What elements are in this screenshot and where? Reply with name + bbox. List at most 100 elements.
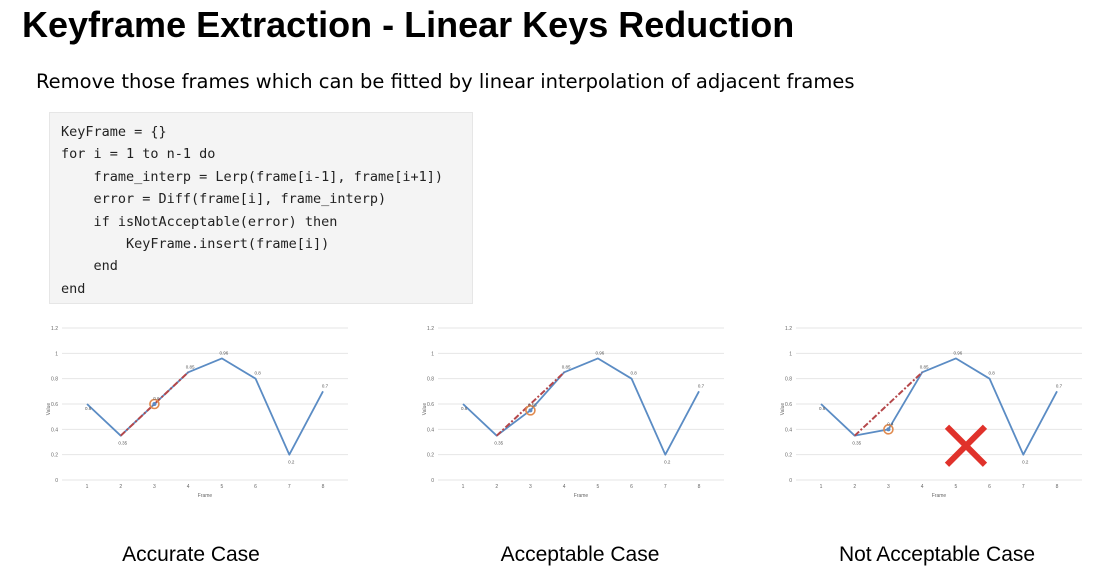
x-tick-label: 1 [86,484,89,490]
data-label: 0.2 [664,460,671,465]
data-label: 0.2 [288,460,295,465]
x-tick-label: 8 [322,484,325,490]
y-axis-label: Value [780,403,786,416]
y-tick-label: 1 [55,351,58,357]
data-label: 0.35 [494,441,503,446]
x-tick-label: 5 [220,484,223,490]
x-tick-label: 5 [596,484,599,490]
data-label: 0.55 [528,402,537,407]
x-tick-label: 2 [853,484,856,490]
code-line: if isNotAcceptable(error) then [61,213,338,230]
x-axis-label: Frame [574,493,589,499]
data-label: 0.6 [461,406,468,411]
data-label: 0.96 [219,350,228,355]
x-tick-label: 6 [630,484,633,490]
x-tick-label: 3 [529,484,532,490]
series-line [86,357,324,456]
data-label: 0.6 [819,406,826,411]
y-tick-label: 0.8 [51,377,58,383]
y-tick-label: 1.2 [785,326,792,332]
data-label: 0.35 [852,441,861,446]
x-tick-label: 1 [820,484,823,490]
x-tick-label: 3 [153,484,156,490]
x-tick-label: 7 [288,484,291,490]
y-tick-label: 0.6 [427,402,434,408]
x-tick-label: 4 [563,484,566,490]
highlight-point [528,408,533,413]
x-tick-label: 7 [664,484,667,490]
x-tick-label: 5 [954,484,957,490]
x-axis-label: Frame [932,493,947,499]
x-tick-label: 1 [462,484,465,490]
interpolation-line [120,371,189,437]
x-tick-label: 6 [988,484,991,490]
y-tick-label: 0 [789,478,792,484]
interpolation-line [854,371,923,437]
caption-acceptable-case: Acceptable Case [500,543,660,566]
x-tick-label: 2 [119,484,122,490]
x-tick-label: 2 [495,484,498,490]
pseudocode-block: KeyFrame = {} for i = 1 to n-1 do frame_… [49,112,473,304]
code-line: for i = 1 to n-1 do [61,146,216,163]
y-tick-label: 1 [789,351,792,357]
caption-not-acceptable-case: Not Acceptable Case [838,543,1036,566]
data-label: 0.85 [186,364,195,369]
y-tick-label: 0.2 [427,453,434,459]
rejected-cross-icon [944,424,988,467]
x-tick-label: 7 [1022,484,1025,490]
code-line: end [61,258,118,275]
x-tick-label: 3 [887,484,890,490]
x-tick-label: 8 [698,484,701,490]
slide-title: Keyframe Extraction - Linear Keys Reduct… [22,4,795,45]
highlight-point [886,427,891,432]
y-tick-label: 0.6 [785,402,792,408]
chart-not-acceptable-case: 0 0.2 0.4 0.6 0.8 1 1.2 1 2 3 4 5 6 7 8 Frame Value 0.6 0.… [772,320,1109,505]
data-label: 0.4 [887,421,894,426]
data-label: 0.2 [1022,460,1029,465]
data-label: 0.7 [698,383,705,388]
y-axis-label: Value [422,403,428,416]
code-line: KeyFrame = {} [61,124,167,140]
x-tick-label: 6 [254,484,257,490]
y-tick-label: 1.2 [427,326,434,332]
data-label: 0.85 [562,364,571,369]
y-tick-label: 0.4 [785,427,792,433]
caption-accurate-case: Accurate Case [122,543,260,566]
x-axis-label: Frame [198,493,213,499]
code-line: end [61,280,86,297]
highlight-circle [149,398,160,410]
highlight-point [152,402,157,406]
highlight-circle [525,405,536,416]
y-tick-label: 0 [55,478,58,484]
highlight-circle [883,424,894,435]
code-line: error = Diff(frame[i], frame_interp) [61,191,387,208]
chart-accurate-case: 0 0.2 0.4 0.6 0.8 1 1.2 1 2 3 4 5 6 7 8 Frame Value 0.6 0.… [38,320,378,505]
slide-subtitle: Remove those frames which can be fitted … [36,70,855,93]
data-label: 0.8 [630,371,637,376]
data-label: 0.6 [85,406,92,411]
chart-acceptable-case: 0 0.2 0.4 0.6 0.8 1 1.2 1 2 3 4 5 6 7 8 Frame Value 0.6 0.… [414,320,754,505]
data-label: 0.7 [1056,383,1063,388]
y-tick-label: 0.8 [427,377,434,383]
data-label: 0.96 [595,350,604,355]
y-tick-label: 1.2 [51,326,58,332]
code-line: KeyFrame.insert(frame[i]) [61,236,330,253]
y-tick-label: 0.8 [785,377,792,383]
data-label: 0.6 [153,396,160,401]
y-tick-label: 0 [431,478,434,484]
y-tick-label: 0.4 [51,427,58,433]
code-line: frame_interp = Lerp(frame[i-1], frame[i+… [61,168,444,185]
y-tick-label: 0.2 [51,453,58,459]
y-axis-label: Value [46,403,52,416]
data-label: 0.8 [254,371,261,376]
data-label: 0.96 [953,350,962,355]
data-label: 0.35 [118,441,127,446]
y-tick-label: 0.6 [51,402,58,408]
data-label: 0.7 [322,383,329,388]
y-tick-label: 0.2 [785,453,792,459]
series-line [462,357,700,456]
data-label: 0.8 [988,371,995,376]
